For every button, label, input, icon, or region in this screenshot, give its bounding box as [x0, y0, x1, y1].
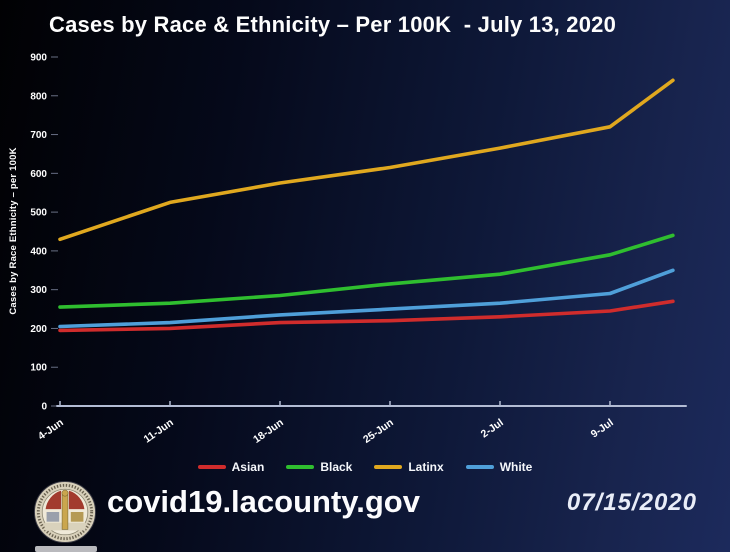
x-tick-label: 4-Jun: [36, 417, 66, 443]
legend-label: White: [499, 460, 533, 474]
legend-line-icon: [374, 465, 403, 469]
site-url: covid19.lacounty.gov: [107, 484, 420, 519]
line-white: [58, 268, 675, 329]
legend: Asian Black Latinx White: [0, 456, 730, 478]
legend-label: Latinx: [408, 460, 444, 474]
x-tick-label: 25-Jun: [361, 417, 396, 446]
legend-line-icon: [286, 465, 315, 469]
y-tick-label: 400: [30, 246, 47, 257]
x-tick-label: 11-Jun: [142, 417, 176, 446]
legend-item-latinx: Latinx: [374, 460, 444, 474]
slide-date: 07/15/2020: [566, 489, 697, 516]
y-tick-label: 300: [30, 285, 47, 296]
y-tick-label: 500: [30, 208, 47, 219]
y-tick-label: 900: [30, 53, 47, 64]
legend-item-black: Black: [286, 460, 352, 474]
y-tick-label: 800: [30, 91, 47, 102]
line-black: [58, 233, 675, 309]
legend-item-asian: Asian: [197, 460, 265, 474]
y-tick-label: 200: [30, 324, 47, 335]
x-tick-label: 9-Jul: [589, 417, 616, 441]
legend-label: Black: [320, 460, 353, 474]
bottom-sliver: [35, 546, 97, 552]
legend-line-icon: [465, 465, 494, 469]
y-tick-label: 0: [41, 402, 47, 413]
page-title: Cases by Race & Ethnicity – Per 100K - J…: [49, 12, 617, 37]
chart-lines: [58, 78, 675, 333]
chart-axes: 0 100 200 300 400 500 600 700 800 900 4-Jun 11-Jun 1…: [30, 53, 687, 446]
line-asian: [58, 299, 675, 333]
y-tick-label: 600: [30, 169, 47, 180]
la-county-seal-icon: [33, 480, 97, 544]
x-tick-label: 18-Jun: [251, 417, 286, 446]
y-tick-label: 100: [30, 363, 47, 374]
y-tick-label: 700: [30, 130, 47, 141]
legend-line-icon: [197, 465, 226, 469]
legend-label: Asian: [231, 460, 265, 474]
line-latinx: [58, 78, 675, 242]
x-tick-label: 2-Jul: [479, 417, 506, 441]
y-axis-title: Cases by Race Ethnicity – per 100K: [8, 147, 19, 314]
legend-item-white: White: [465, 460, 533, 474]
